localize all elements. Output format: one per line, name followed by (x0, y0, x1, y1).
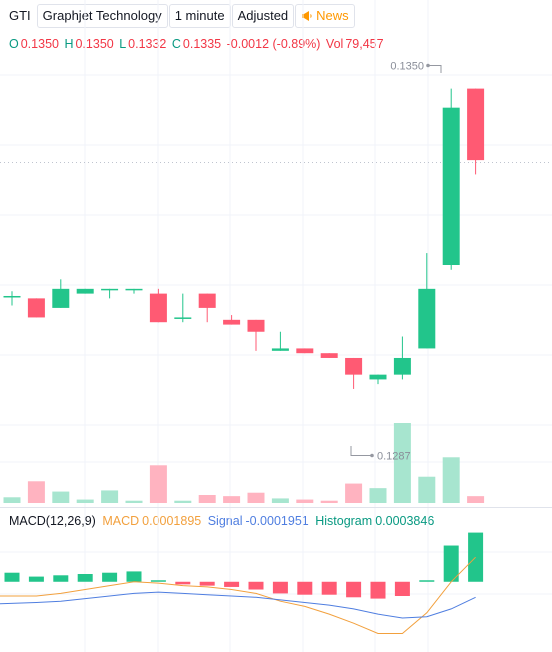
volume-bar (101, 490, 119, 503)
macd-histogram-bar (175, 581, 191, 585)
volume-bars (3, 423, 485, 503)
macd-histogram (4, 532, 484, 599)
high-label: 0.1350 (390, 61, 424, 73)
volume-bar (3, 497, 21, 503)
macd-histogram-bar (28, 576, 44, 582)
volume-bar (271, 498, 289, 503)
macd-histogram-bar (248, 581, 264, 590)
open-value: 0.1350 (20, 37, 59, 51)
news-button[interactable]: News (295, 4, 355, 28)
change-value: -0.0012 (-0.89%) (226, 37, 321, 51)
candle-body (52, 288, 70, 308)
signal-value: -0.0001951 (245, 514, 309, 528)
candle-body (247, 319, 265, 332)
macd-histogram-bar (346, 581, 362, 598)
adjust-button[interactable]: Adjusted (231, 4, 295, 28)
signal-line (0, 591, 476, 619)
macd-histogram-bar (419, 580, 435, 582)
candle-body (345, 357, 363, 375)
high-annotation: 0.1350 (390, 61, 442, 73)
volume-bar (442, 457, 460, 503)
low-label: L (119, 37, 127, 51)
macd-histogram-bar (53, 575, 69, 582)
macd-histogram-bar (150, 580, 166, 582)
macd-line (0, 556, 476, 634)
volume-bar (223, 496, 241, 503)
macd-histogram-bar (321, 581, 337, 595)
candle-body (223, 319, 241, 325)
news-label: News (316, 8, 349, 23)
macd-histogram-bar (4, 572, 20, 582)
volume-bar (198, 495, 216, 503)
interval-button[interactable]: 1 minute (168, 4, 231, 28)
volume-bar (52, 491, 70, 503)
close-label: C (171, 37, 181, 51)
candle-body (467, 88, 485, 161)
high-label: H (64, 37, 74, 51)
macd-histogram-bar (443, 545, 459, 582)
candle-body (3, 295, 21, 298)
candle-body (101, 288, 119, 291)
candle-body (27, 298, 45, 318)
volume-bar (418, 476, 436, 503)
macd-label: MACD (102, 514, 140, 528)
candle-body (149, 293, 167, 323)
macd-histogram-bar (77, 574, 93, 582)
macd-histogram-bar (199, 581, 215, 586)
volume-bar (296, 499, 314, 503)
macd-value: 0.0001895 (142, 514, 202, 528)
macd-histogram-bar (224, 581, 240, 587)
macd-histogram-bar (468, 532, 484, 582)
macd-indicator-name: MACD(12,26,9) (9, 514, 96, 528)
candle-body (393, 357, 411, 375)
low-label: 0.1287 (377, 451, 411, 463)
low-annotation: 0.1287 (350, 446, 411, 463)
candle-body (174, 317, 192, 319)
volume-bar (345, 483, 363, 503)
candle-body (76, 288, 94, 294)
volume-bar (27, 481, 45, 503)
company-name: Graphjet Technology (36, 4, 168, 28)
macd-histogram-bar (297, 581, 313, 595)
volume-value: 79,457 (345, 37, 384, 51)
volume-bar (467, 496, 485, 503)
candle-body (442, 107, 460, 266)
signal-label: Signal (207, 514, 243, 528)
candle-body (125, 288, 143, 291)
candle-body (320, 353, 338, 358)
chart-toolbar: GTI Graphjet Technology 1 minute Adjuste… (0, 4, 355, 28)
open-label: O (9, 37, 19, 51)
candle-body (198, 293, 216, 308)
volume-bar (149, 465, 167, 503)
volume-bar (174, 500, 192, 503)
candle-body (369, 374, 387, 380)
macd-legend: MACD(12,26,9) MACD 0.0001895 Signal -0.000… (9, 514, 437, 528)
candles (3, 88, 485, 389)
volume-bar (247, 492, 265, 503)
volume-bar (125, 500, 143, 503)
candle-body (296, 348, 314, 354)
candle-body (418, 288, 436, 349)
macd-histogram-bar (126, 571, 142, 582)
macd-histogram-bar (370, 581, 386, 599)
volume-bar (320, 500, 338, 503)
volume-label: Vol (325, 37, 344, 51)
low-value: 0.1332 (128, 37, 167, 51)
macd-histogram-bar (394, 581, 410, 596)
volume-bar (369, 488, 387, 503)
histogram-label: Histogram (315, 514, 373, 528)
megaphone-icon (302, 11, 312, 21)
ohlc-legend: O 0.1350 H 0.1350 L 0.1332 C 0.1335 -0.0012 … (9, 37, 386, 51)
macd-histogram-bar (102, 572, 118, 582)
close-value: 0.1335 (182, 37, 222, 51)
volume-bar (393, 423, 411, 503)
symbol-label[interactable]: GTI (1, 5, 36, 27)
candle-body (271, 348, 289, 351)
volume-bar (76, 499, 94, 503)
histogram-value: 0.0003846 (375, 514, 435, 528)
macd-histogram-bar (272, 581, 288, 594)
